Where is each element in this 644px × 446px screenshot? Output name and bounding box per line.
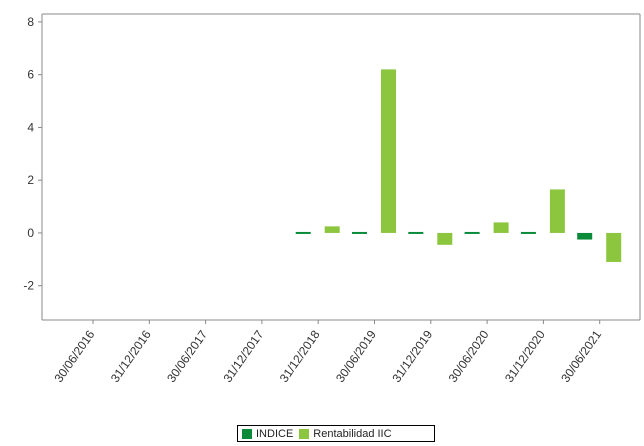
legend-item-rentabilidad: Rentabilidad IIC [299,427,392,440]
legend-label-indice: INDICE [256,427,294,440]
x-tick-label: 31/12/2019 [389,327,435,384]
y-tick-label: -2 [23,279,34,293]
bar-indice [577,232,593,240]
bar-indice [520,231,536,234]
y-tick-label: 4 [27,120,34,134]
bar-indice [352,231,367,234]
bar-rentabilidad [606,232,622,262]
x-tick-label: 30/06/2021 [558,327,604,384]
y-tick-label: 6 [27,68,34,82]
legend-swatch-indice [242,428,252,439]
bar-rentabilidad [324,226,340,233]
bar-rentabilidad [549,189,565,233]
x-tick-label: 31/12/2020 [502,327,548,384]
bar-indice [408,231,424,234]
x-tick-label: 30/06/2019 [333,327,379,384]
x-tick-label: 31/12/2016 [108,327,154,384]
bar-rentabilidad [493,222,509,233]
y-tick-label: 2 [27,173,34,187]
bar-indice [295,231,311,234]
x-tick-label: 31/12/2017 [220,327,266,384]
legend-swatch-rentabilidad [299,428,310,439]
y-tick-label: 8 [27,15,34,29]
x-tick-label: 31/12/2018 [277,327,323,384]
legend-label-rentabilidad: Rentabilidad IIC [313,427,392,440]
bar-indice [464,231,480,234]
x-tick-label: 30/06/2016 [52,327,98,384]
bar-rentabilidad [437,232,453,245]
y-tick-label: 0 [27,226,34,240]
x-tick-label: 30/06/2020 [446,327,492,384]
bar-rentabilidad [381,69,396,233]
legend: INDICE Rentabilidad IIC [237,425,435,442]
x-tick-label: 30/06/2017 [164,327,210,384]
legend-item-indice: INDICE [242,428,293,440]
